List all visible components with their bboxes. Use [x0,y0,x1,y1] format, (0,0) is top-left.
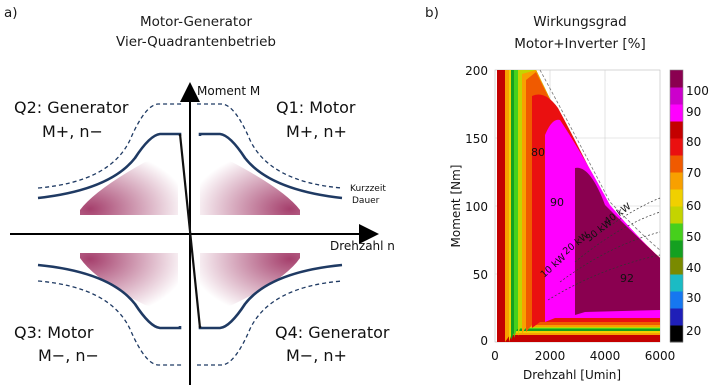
colorbar-segment [670,121,683,139]
cbar-tick-60: 60 [686,199,701,213]
cbar-tick-20: 20 [686,324,701,338]
q2-name: Q2: Generator [14,98,129,117]
region-q1 [200,155,300,215]
y-tick-100: 100 [465,200,488,214]
zero-crossing-line [178,133,202,329]
cbar-tick-30: 30 [686,291,701,305]
contour-label-90: 90 [550,196,564,209]
cbar-tick-40: 40 [686,261,701,275]
region-q4 [200,253,300,313]
cbar-tick-50: 50 [686,230,701,244]
colorbar-segment [670,70,683,88]
panel-b-letter: b) [425,5,439,21]
colorbar [669,69,684,343]
legend-kurzzeit: Kurzzeit [350,184,386,194]
colorbar-segment [670,308,683,326]
efficiency-map [497,70,660,342]
panel-a-title-line2: Vier-Quadrantenbetrieb [116,34,276,50]
panel-a-letter: a) [4,5,18,21]
q2-signs: M+, n− [42,122,103,141]
cbar-tick-90: 90 [686,105,701,119]
colorbar-segment [670,87,683,105]
colorbar-segment [670,274,683,292]
colorbar-outline [669,69,684,343]
region-q2 [80,155,178,215]
colorbar-segment [670,325,683,343]
panel-b-title-line2: Motor+Inverter [%] [514,36,646,52]
panel-a-title-line1: Motor-Generator [140,14,253,30]
y-axis-label: Moment [Nm] [449,165,463,248]
colorbar-segment [670,223,683,241]
curve-kurzzeit-top [37,103,343,189]
y-tick-150: 150 [465,132,488,146]
colorbar-segment [670,138,683,156]
colorbar-segment [670,189,683,207]
cbar-tick-100: 100 [686,84,709,98]
axis-x-label: Drehzahl n [330,239,395,253]
y-tick-0: 0 [480,334,488,348]
x-tick-2000: 2000 [535,349,566,363]
colorbar-ticks: 100 90 80 70 60 50 40 30 20 [686,84,709,338]
colorbar-segment [670,206,683,224]
cbar-tick-70: 70 [686,166,701,180]
q3-signs: M−, n− [38,346,99,365]
colorbar-segment [670,172,683,190]
curve-dauer-bottom [37,263,343,330]
curve-dauer-top [37,132,343,200]
panel-b-title-line1: Wirkungsgrad [533,14,626,30]
legend-dauer: Dauer [352,196,380,206]
x-tick-4000: 4000 [590,349,621,363]
q1-name: Q1: Motor [276,98,356,117]
cbar-tick-80: 80 [686,135,701,149]
panel-b: b) Wirkungsgrad Motor+Inverter [%] [425,5,709,382]
q1-signs: M+, n+ [286,122,347,141]
panel-a: a) Motor-Generator Vier-Quadrantenbetrie… [4,5,395,385]
q4-signs: M−, n+ [286,346,347,365]
colorbar-segment [670,240,683,258]
x-axis-label: Drehzahl [Umin] [523,368,621,382]
contour-label-80: 80 [531,146,545,159]
x-tick-0: 0 [491,349,499,363]
colorbar-segment [670,155,683,173]
colorbar-segment [670,257,683,275]
colorbar-segment [670,291,683,309]
q3-name: Q3: Motor [14,323,94,342]
max-torque-outline [539,69,661,251]
power-lines [547,197,661,301]
colorbar-segment [670,104,683,122]
q4-name: Q4: Generator [275,323,390,342]
x-tick-6000: 6000 [645,349,676,363]
axis-y-label: Moment M [197,84,260,98]
band-92 [575,167,660,315]
y-tick-50: 50 [473,268,488,282]
curve-kurzzeit-bottom [37,280,343,366]
contour-label-92: 92 [620,272,634,285]
y-tick-200: 200 [465,64,488,78]
region-q3 [80,253,178,313]
